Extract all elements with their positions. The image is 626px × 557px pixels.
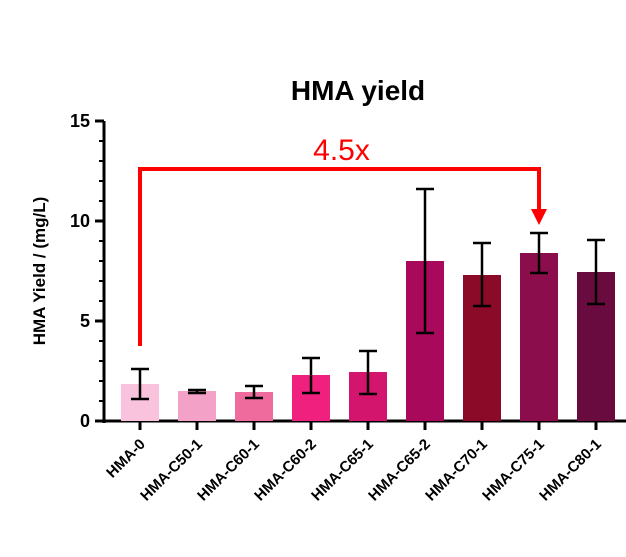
x-tick-label: HMA-C80-1: [536, 436, 605, 505]
x-tick-labels: HMA-0HMA-C50-1HMA-C60-1HMA-C60-2HMA-C65-…: [103, 436, 605, 505]
y-tick-label: 10: [70, 211, 90, 231]
bracket-line: [138, 167, 541, 346]
y-tick-label: 15: [70, 111, 90, 131]
chart-title: HMA yield: [291, 75, 425, 106]
arrow-head: [531, 209, 547, 225]
y-tick-label: 5: [80, 311, 90, 331]
fold-change-annotation: 4.5x: [138, 134, 547, 346]
x-tick-label: HMA-0: [103, 436, 149, 482]
fold-change-label: 4.5x: [313, 134, 370, 167]
bar: [520, 253, 558, 421]
bars: [121, 253, 615, 421]
y-tick-label: 0: [80, 411, 90, 431]
bar: [178, 391, 216, 421]
error-bars: [131, 187, 605, 401]
y-axis-label: HMA Yield / (mg/L): [30, 197, 49, 346]
